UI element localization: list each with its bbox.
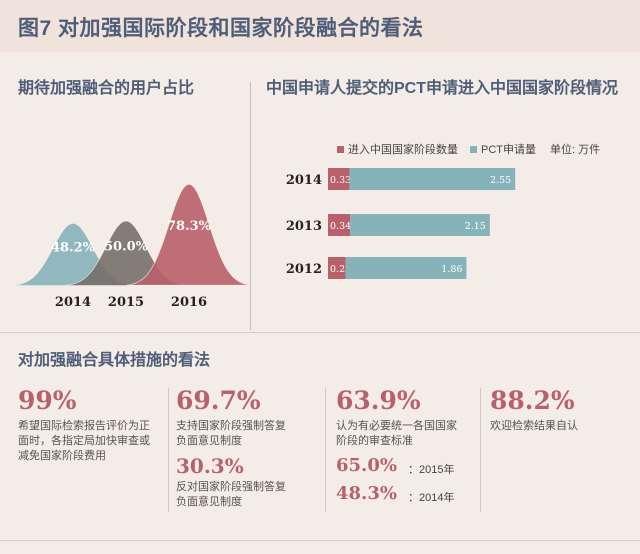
stat-value: 69.7%	[176, 386, 261, 415]
stat-desc: 希望国际检索报告评价为正面时，各指定局加快审查或减免国家阶段费用	[18, 420, 150, 462]
column-divider	[168, 388, 169, 512]
bell-x-tick: 2015	[108, 295, 144, 310]
stat-desc: 认为有必要统一各国国家阶段的审查标准	[336, 420, 457, 447]
section-divider-h	[0, 332, 640, 333]
stat-value: 65.0%	[336, 455, 397, 476]
stat-desc: 欢迎检索结果自认	[490, 420, 578, 432]
bar-y-tick: 2013	[286, 219, 322, 234]
bell-x-tick: 2016	[171, 295, 207, 310]
bar-segment-entry	[328, 168, 350, 190]
bell-x-tick: 2014	[55, 295, 91, 310]
bell-chart: 48.2% 2014 50.0% 2015 78.3% 2016	[10, 183, 252, 310]
bar-segment-pct	[345, 257, 467, 279]
bar-data-label: 0.33	[330, 175, 351, 186]
legend-swatch-rose	[337, 146, 344, 153]
bell-shape-2016	[126, 183, 252, 286]
bar-segment-pct	[350, 214, 490, 236]
bell-data-label: 50.0%	[104, 239, 149, 254]
legend-label: 进入中国国家阶段数量	[348, 144, 458, 156]
stat-value: 88.2%	[490, 386, 575, 415]
stat-year: ：2014年	[408, 492, 455, 504]
column-divider	[480, 388, 481, 512]
stat-year: ：2015年	[408, 464, 455, 476]
legend-item-pct: PCT申请量	[470, 141, 536, 157]
right-chart-title: 中国申请人提交的PCT申请进入中国国家阶段情况	[266, 80, 619, 97]
page-title: 图7 对加强国际阶段和国家阶段融合的看法	[18, 17, 424, 40]
bar-y-tick: 2014	[286, 173, 322, 188]
bar-segment-entry	[328, 214, 351, 236]
stat-value: 63.9%	[336, 386, 421, 415]
stat-value: 48.3%	[336, 483, 397, 504]
bell-data-label: 48.2%	[51, 241, 96, 256]
title-bar	[0, 0, 640, 52]
legend-swatch-teal	[470, 146, 477, 153]
stat-value: 99%	[18, 386, 77, 415]
section-divider	[250, 82, 251, 330]
bar-chart: 2014 0.33 2.55 2013 0.34 2.15 2012 0.27 1.86	[286, 168, 516, 279]
bottom-rule	[0, 540, 640, 541]
bar-data-label: 0.34	[330, 221, 351, 232]
left-chart-title: 期待加强融合的用户占比	[18, 80, 195, 97]
legend-item-entry: 进入中国国家阶段数量	[337, 141, 458, 157]
bar-data-label: 0.27	[330, 264, 351, 275]
bell-data-label: 78.3%	[167, 219, 212, 234]
bar-segment-entry	[328, 257, 346, 279]
unit-label: 单位: 万件	[550, 144, 601, 156]
stat-value: 30.3%	[176, 454, 244, 478]
bottom-title: 对加强融合具体措施的看法	[18, 352, 211, 369]
legend-label: PCT申请量	[481, 144, 536, 156]
bar-data-label: 2.55	[490, 175, 511, 186]
bar-segment-pct	[349, 168, 516, 190]
bar-data-label: 2.15	[465, 221, 486, 232]
stat-desc: 支持国家阶段强制答复负面意见制度	[176, 420, 286, 447]
bar-data-label: 1.86	[441, 264, 462, 275]
bar-y-tick: 2012	[286, 262, 322, 277]
stat-desc: 反对国家阶段强制答复负面意见制度	[176, 481, 286, 508]
column-divider	[325, 388, 326, 512]
